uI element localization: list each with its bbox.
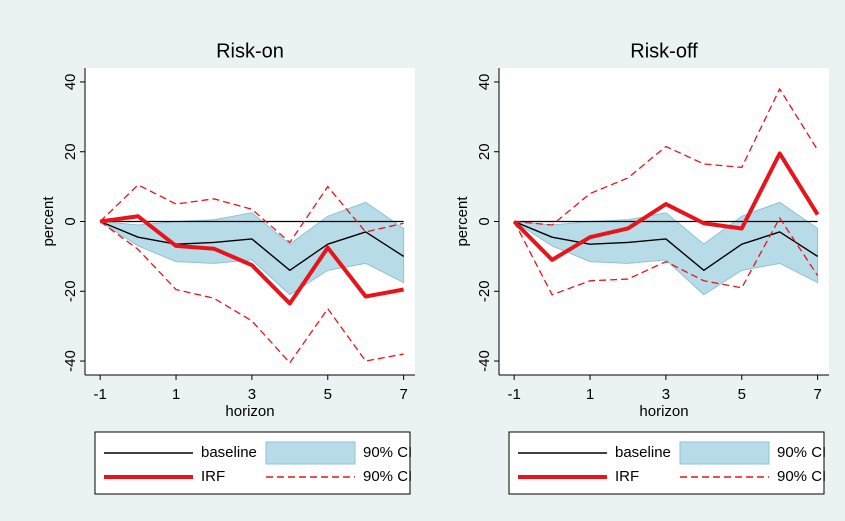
legend-label: 90% CI [777,468,826,485]
legend-label: baseline [615,444,671,461]
legend-label: IRF [201,468,225,485]
chart-title: Risk-off [630,40,698,62]
x-tick-label: 1 [172,386,180,403]
x-tick-label: -1 [508,386,521,403]
y-tick-label: 20 [62,143,79,160]
ci-dashed-line [99,184,404,244]
legend-swatch [265,441,356,465]
legend-label: 90% CI [777,444,826,461]
y-axis-label: percent [454,196,471,247]
x-tick-label: 1 [586,386,594,403]
irf-line [99,214,404,306]
ci-band [99,201,405,296]
ci-dashed-line [514,87,819,226]
y-tick-label: 40 [476,74,493,91]
legend-swatch [679,441,770,465]
y-tick-label: -20 [62,280,79,302]
legend-box [508,431,825,495]
x-tick-label: -1 [94,386,107,403]
legend-box [94,431,411,495]
x-tick-label: 3 [248,386,256,403]
y-tick-label: 0 [62,217,79,225]
x-axis-label: horizon [225,403,274,420]
legend-label: baseline [201,444,257,461]
x-tick-label: 5 [324,386,332,403]
y-tick-label: 40 [62,74,79,91]
legend-label: 90% CI [363,468,412,485]
y-tick-label: -20 [476,280,493,302]
y-tick-label: 20 [476,143,493,160]
y-tick-label: -40 [476,350,493,372]
baseline-line [99,220,404,272]
x-tick-label: 5 [738,386,746,403]
x-tick-label: 7 [399,386,407,403]
x-axis-label: horizon [639,403,688,420]
x-tick-label: 3 [662,386,670,403]
legend-label: 90% CI [363,444,412,461]
ci-dashed-line [513,216,819,296]
y-tick-label: -40 [62,350,79,372]
baseline-line [513,220,818,272]
y-axis-label: percent [40,196,57,247]
x-tick-label: 7 [813,386,821,403]
legend-label: IRF [615,468,639,485]
irf-line [512,151,820,262]
chart-title: Risk-on [216,40,284,62]
y-tick-label: 0 [476,217,493,225]
